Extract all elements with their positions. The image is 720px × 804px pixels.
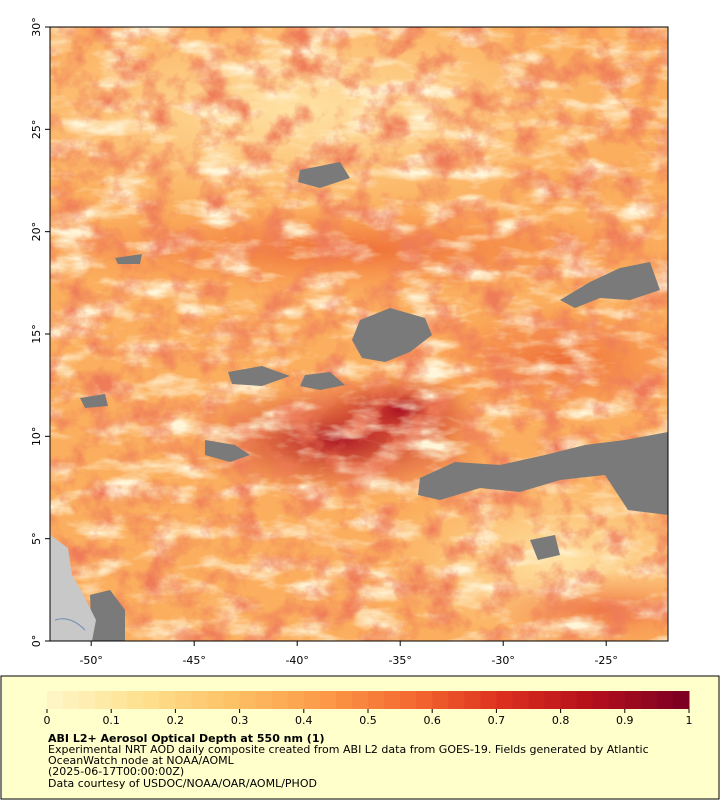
colorbar-swatch bbox=[111, 691, 128, 709]
colorbar-swatch bbox=[368, 691, 385, 709]
x-tick-label: -50° bbox=[79, 654, 102, 667]
caption-line: Data courtesy of USDOC/NOAA/OAR/AOML/PHO… bbox=[48, 777, 317, 790]
colorbar-swatch bbox=[239, 691, 257, 709]
colorbar-swatch bbox=[544, 691, 562, 709]
colorbar-swatch bbox=[287, 691, 305, 709]
colorbar-swatch bbox=[303, 691, 321, 709]
axes: -50° -45° -40° -35° -30° -25° 0° 5° 10° 15° 20° 25°… bbox=[30, 17, 618, 667]
colorbar-swatch bbox=[480, 691, 497, 709]
colorbar-swatch bbox=[400, 691, 417, 709]
colorbar-swatch bbox=[592, 691, 610, 709]
colorbar-tick-label: 1 bbox=[686, 714, 693, 727]
colorbar-swatch bbox=[191, 691, 208, 709]
caption-title: ABI L2+ Aerosol Optical Depth at 550 nm … bbox=[48, 732, 325, 745]
caption-line: OceanWatch node at NOAA/AOML bbox=[48, 754, 235, 767]
colorbar-swatch bbox=[255, 691, 273, 709]
y-tick-label: 0° bbox=[30, 635, 43, 648]
colorbar-tick-label: 0.2 bbox=[167, 714, 185, 727]
x-tick-label: -40° bbox=[285, 654, 308, 667]
colorbar-swatch bbox=[127, 691, 144, 709]
colorbar-tick-label: 0.6 bbox=[423, 714, 441, 727]
colorbar-swatch bbox=[432, 691, 449, 709]
colorbar-swatch bbox=[351, 691, 369, 709]
colorbar-swatch bbox=[319, 691, 337, 709]
colorbar-swatch bbox=[624, 691, 642, 709]
colorbar-swatch bbox=[79, 691, 96, 709]
colorbar-swatch bbox=[608, 691, 626, 709]
colorbar-swatch bbox=[47, 691, 64, 709]
colorbar-swatch bbox=[143, 691, 160, 709]
colorbar-swatch bbox=[640, 691, 658, 709]
colorbar-tick-label: 0.9 bbox=[616, 714, 634, 727]
colorbar-swatch bbox=[576, 691, 594, 709]
colorbar-tick-label: 0 bbox=[44, 714, 51, 727]
colorbar-swatch bbox=[271, 691, 289, 709]
colorbar-swatch bbox=[175, 691, 192, 709]
colorbar-swatch bbox=[63, 691, 80, 709]
colorbar-swatch bbox=[464, 691, 481, 709]
colorbar-swatch bbox=[672, 691, 690, 709]
y-tick-label: 5° bbox=[30, 532, 43, 545]
y-tick-label: 15° bbox=[30, 324, 43, 344]
colorbar-swatch bbox=[416, 691, 433, 709]
x-tick-label: -45° bbox=[182, 654, 205, 667]
colorbar-swatch bbox=[528, 691, 546, 709]
colorbar-swatch bbox=[223, 691, 241, 709]
caption-line: Experimental NRT AOD daily composite cre… bbox=[48, 743, 649, 756]
y-tick-label: 25° bbox=[30, 120, 43, 140]
colorbar-tick-label: 0.1 bbox=[102, 714, 120, 727]
colorbar-swatch bbox=[560, 691, 578, 709]
colorbar: 0 0.1 0.2 0.3 0.4 0.5 0.6 0.7 0.8 0.9 1 bbox=[44, 691, 693, 727]
colorbar-swatch bbox=[656, 691, 674, 709]
x-tick-label: -30° bbox=[491, 654, 514, 667]
colorbar-tick-label: 0.8 bbox=[552, 714, 570, 727]
colorbar-swatch bbox=[95, 691, 112, 709]
x-tick-label: -25° bbox=[594, 654, 617, 667]
caption-line: (2025-06-17T00:00:00Z) bbox=[48, 765, 184, 778]
y-tick-label: 20° bbox=[30, 222, 43, 242]
colorbar-swatch bbox=[512, 691, 529, 709]
colorbar-tick-label: 0.3 bbox=[231, 714, 249, 727]
y-tick-label: 10° bbox=[30, 427, 43, 447]
colorbar-tick-label: 0.4 bbox=[295, 714, 313, 727]
y-tick-label: 30° bbox=[30, 17, 43, 37]
colorbar-swatch bbox=[496, 691, 513, 709]
colorbar-swatch bbox=[335, 691, 353, 709]
colorbar-tick-label: 0.5 bbox=[359, 714, 377, 727]
colorbar-tick-label: 0.7 bbox=[488, 714, 506, 727]
x-tick-label: -35° bbox=[388, 654, 411, 667]
aod-map-image bbox=[50, 27, 668, 641]
colorbar-swatch bbox=[448, 691, 465, 709]
colorbar-swatch bbox=[207, 691, 225, 709]
colorbar-swatch bbox=[384, 691, 401, 709]
colorbar-swatch bbox=[159, 691, 176, 709]
